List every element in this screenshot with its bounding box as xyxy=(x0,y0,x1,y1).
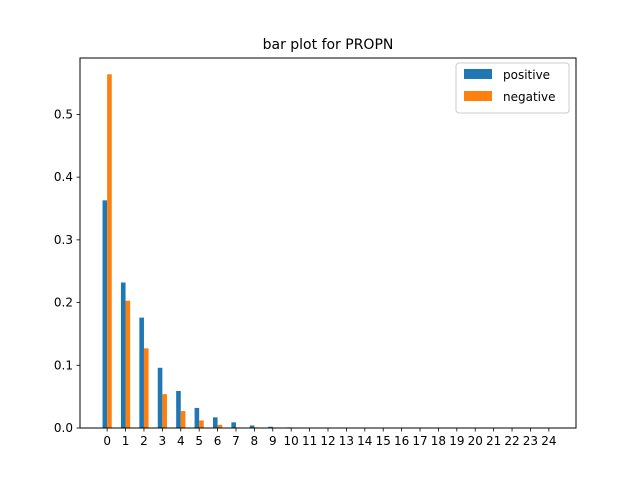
y-tick-label: 0.0 xyxy=(54,421,73,435)
x-tick-label: 12 xyxy=(320,434,335,448)
bar-negative-5 xyxy=(199,420,204,428)
x-tick-label: 18 xyxy=(431,434,446,448)
y-tick-label: 0.4 xyxy=(54,170,73,184)
bar-negative-3 xyxy=(162,394,167,428)
y-tick-label: 0.5 xyxy=(54,107,73,121)
x-tick-label: 21 xyxy=(486,434,501,448)
bar-negative-4 xyxy=(180,411,186,428)
x-tick-label: 10 xyxy=(284,434,299,448)
x-tick-label: 22 xyxy=(504,434,519,448)
x-tick-label: 4 xyxy=(177,434,185,448)
bar-negative-6 xyxy=(217,424,223,428)
y-tick-label: 0.1 xyxy=(54,358,73,372)
x-tick-label: 13 xyxy=(339,434,354,448)
x-tick-label: 24 xyxy=(541,434,556,448)
x-tick-label: 9 xyxy=(269,434,277,448)
x-tick-label: 2 xyxy=(140,434,148,448)
x-tick-label: 6 xyxy=(214,434,222,448)
x-tick-label: 15 xyxy=(376,434,391,448)
y-tick-label: 0.3 xyxy=(54,233,73,247)
x-tick-label: 5 xyxy=(195,434,203,448)
x-tick-label: 8 xyxy=(251,434,259,448)
plot-frame xyxy=(79,57,577,429)
bar-positive-4 xyxy=(176,391,181,428)
chart-title: bar plot for PROPN xyxy=(263,37,394,53)
x-tick-label: 23 xyxy=(523,434,538,448)
x-tick-label: 20 xyxy=(468,434,483,448)
bar-positive-5 xyxy=(194,407,200,428)
legend-label-negative: negative xyxy=(503,90,555,104)
bar-positive-9 xyxy=(268,426,273,428)
bar-negative-0 xyxy=(107,74,112,428)
bar-negative-1 xyxy=(125,300,131,428)
y-tick-label: 0.2 xyxy=(54,296,73,310)
x-tick-label: 16 xyxy=(394,434,409,448)
y-axis-ticks: 0.0 0.1 0.2 0.3 0.4 0.5 xyxy=(54,107,80,435)
legend-swatch-negative xyxy=(464,91,492,101)
x-tick-label: 7 xyxy=(232,434,240,448)
x-tick-label: 1 xyxy=(122,434,130,448)
bar-positive-1 xyxy=(120,282,126,428)
bar-positive-2 xyxy=(139,317,144,428)
x-tick-label: 19 xyxy=(449,434,464,448)
bar-positive-7 xyxy=(231,422,236,428)
bar-positive-3 xyxy=(157,367,163,428)
x-tick-label: 17 xyxy=(412,434,427,448)
legend: positive negative xyxy=(455,62,570,114)
x-axis-ticks: 0 1 2 3 4 5 6 7 8 9 10 11 12 13 14 15 16 17 18 19 20 21 22 23 24 xyxy=(103,428,556,448)
legend-label-positive: positive xyxy=(503,68,550,82)
x-tick-label: 3 xyxy=(159,434,167,448)
x-tick-label: 14 xyxy=(357,434,372,448)
bar-negative-2 xyxy=(143,348,149,428)
bar-positive-0 xyxy=(102,200,108,428)
bar-positive-6 xyxy=(212,417,218,428)
x-tick-label: 0 xyxy=(103,434,111,448)
bar-positive-8 xyxy=(249,425,255,428)
bars-group xyxy=(102,74,292,428)
legend-swatch-positive xyxy=(464,69,492,79)
x-tick-label: 11 xyxy=(302,434,317,448)
